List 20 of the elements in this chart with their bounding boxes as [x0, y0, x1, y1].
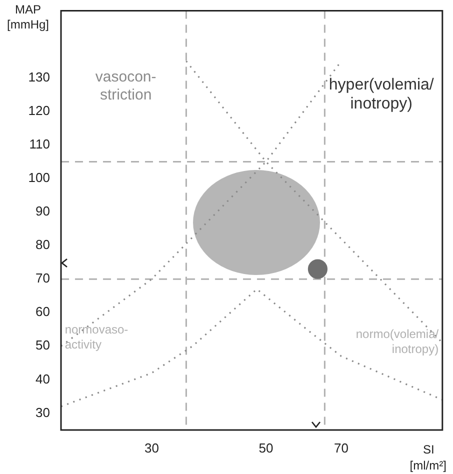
annotation: normo(volemia/ inotropy) — [356, 326, 440, 356]
x-axis-title: SI [ml/m²] — [410, 442, 446, 472]
y-tick-label: 100 — [28, 170, 50, 186]
y-tick-label: 80 — [36, 237, 50, 252]
y-tick-label: 30 — [36, 404, 50, 420]
x-tick-label: 30 — [144, 440, 159, 456]
y-tick-label: 40 — [36, 371, 50, 386]
annotation: normovaso- activity — [64, 322, 128, 352]
y-tick-label: 120 — [28, 102, 50, 118]
y-tick-label: 50 — [36, 338, 50, 353]
annotation: vasocon- striction — [95, 68, 156, 104]
y-tick-label: 90 — [36, 204, 50, 219]
y-tick-label: 70 — [36, 270, 50, 286]
y-axis-title: MAP [mmHg] — [7, 2, 49, 32]
y-tick-label: 110 — [29, 136, 50, 152]
y-tick-label: 130 — [28, 69, 50, 84]
x-tick-label: 70 — [334, 440, 349, 456]
annotation: hyper(volemia/ inotropy) — [328, 76, 434, 113]
y-tick-label: 60 — [36, 304, 50, 320]
x-tick-label: 50 — [258, 440, 274, 456]
